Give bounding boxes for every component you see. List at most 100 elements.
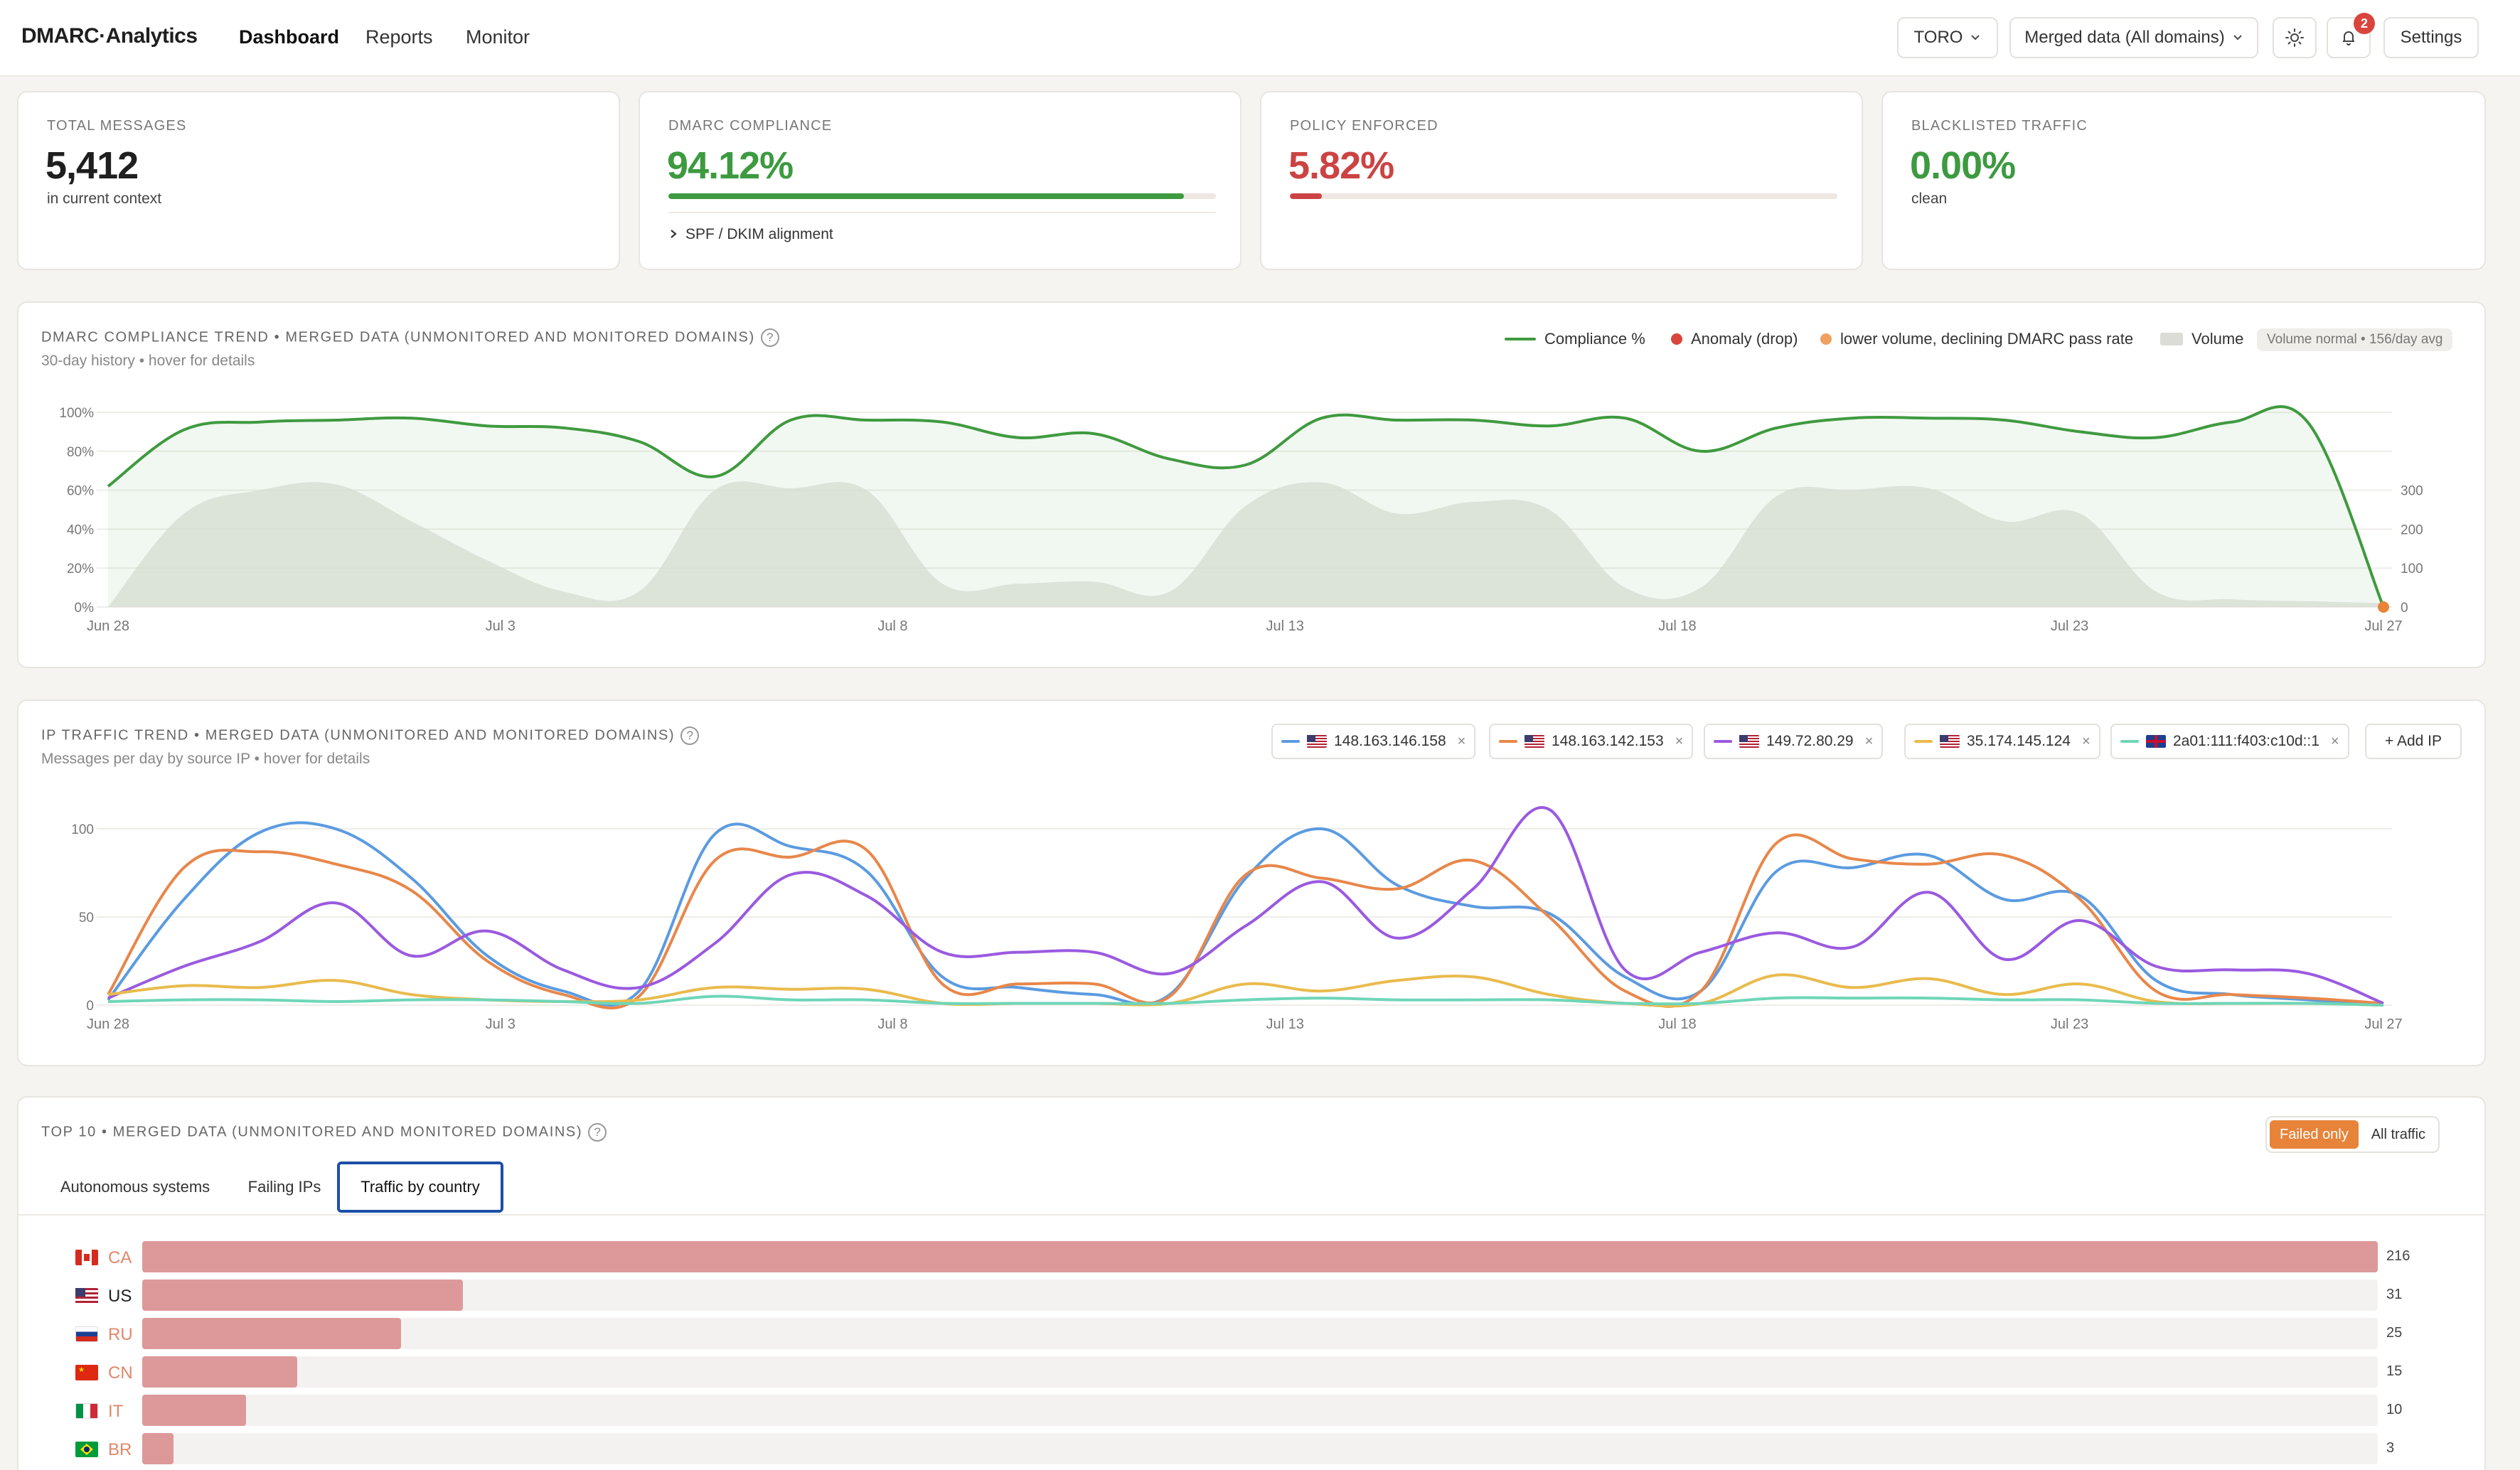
- country-bar-track: [142, 1241, 2378, 1272]
- country-count: 3: [2386, 1440, 2395, 1456]
- legend-item-anomaly: Anomaly (drop): [1671, 330, 1798, 348]
- ip-chip[interactable]: 2a01:111:f403:c10d::1 ×: [2110, 724, 2349, 759]
- ip-chip[interactable]: 148.163.142.153 ×: [1489, 724, 1694, 759]
- country-code: CN: [108, 1363, 133, 1383]
- remove-ip-icon[interactable]: ×: [2330, 733, 2339, 749]
- x-tick-label: Jul 27: [2364, 1016, 2402, 1032]
- series-color-swatch: [2120, 740, 2139, 743]
- x-tick-label: Jul 18: [1658, 1016, 1696, 1032]
- country-row[interactable]: ★ CN 15: [68, 1356, 2415, 1388]
- tab-traffic-by-country[interactable]: Traffic by country: [337, 1161, 503, 1213]
- x-tick-label: Jul 13: [1266, 618, 1303, 634]
- nav-monitor[interactable]: Monitor: [466, 26, 530, 48]
- domain-select-value: Merged data (All domains): [2024, 28, 2225, 47]
- help-icon[interactable]: ?: [760, 328, 779, 347]
- country-code: CA: [108, 1248, 132, 1267]
- country-code: IT: [108, 1402, 124, 1421]
- kpi-card-dmarc-compliance: DMARC COMPLIANCE 94.12% SPF / DKIM align…: [639, 91, 1242, 270]
- y-tick-label: 50: [79, 911, 94, 926]
- nav-reports[interactable]: Reports: [365, 26, 433, 48]
- help-icon[interactable]: ?: [588, 1123, 607, 1142]
- flag-us-icon: [1307, 735, 1327, 748]
- ip-address: 2a01:111:f403:c10d::1: [2173, 733, 2319, 749]
- flag-us-icon: [75, 1288, 98, 1304]
- kpi-sub: clean: [1911, 191, 1948, 207]
- flag-ru-icon: [75, 1326, 98, 1342]
- remove-ip-icon[interactable]: ×: [1457, 733, 1466, 749]
- kpi-value: 0.00%: [1910, 144, 2016, 187]
- chevron-down-icon: [1971, 35, 1980, 41]
- legend-item-declining: lower volume, declining DMARC pass rate: [1820, 330, 2133, 348]
- y2-tick-label: 200: [2401, 522, 2423, 537]
- series-color-swatch: [1914, 740, 1933, 743]
- spf-dkim-label: SPF / DKIM alignment: [685, 226, 833, 242]
- spf-dkim-expander[interactable]: SPF / DKIM alignment: [668, 226, 833, 243]
- country-row[interactable]: CA 216: [68, 1241, 2415, 1272]
- ip-series-line: [107, 806, 2384, 1005]
- tab-autonomous-systems[interactable]: Autonomous systems: [60, 1178, 210, 1196]
- kpi-value: 94.12%: [667, 144, 794, 187]
- tab-failing-ips[interactable]: Failing IPs: [247, 1178, 321, 1196]
- settings-button[interactable]: Settings: [2383, 17, 2479, 58]
- x-tick-label: Jul 3: [486, 618, 516, 634]
- ip-traffic-trend-card: IP TRAFFIC TREND • MERGED DATA (UNMONITO…: [17, 699, 2486, 1066]
- y2-tick-label: 0: [2401, 601, 2408, 616]
- legend-line-icon: [1505, 338, 1536, 340]
- chevron-right-icon: [671, 230, 677, 238]
- flag-gb-icon: [2146, 735, 2166, 748]
- kpi-sub: in current context: [47, 191, 162, 207]
- kpi-value: 5.82%: [1288, 144, 1394, 187]
- ip-chip[interactable]: 149.72.80.29 ×: [1704, 724, 1884, 759]
- country-row[interactable]: US 31: [68, 1279, 2415, 1311]
- x-tick-label: Jul 3: [486, 1016, 516, 1032]
- country-code: US: [108, 1287, 132, 1306]
- divider: [668, 212, 1216, 213]
- remove-ip-icon[interactable]: ×: [1864, 733, 1874, 749]
- country-bar: [142, 1279, 464, 1311]
- flag-us-icon: [1525, 735, 1544, 748]
- bell-icon: [2343, 31, 2354, 45]
- domain-select[interactable]: Merged data (All domains): [2009, 17, 2258, 58]
- country-row[interactable]: IT 10: [68, 1395, 2415, 1426]
- legend-dot-icon: [1671, 333, 1682, 345]
- x-tick-label: Jul 8: [877, 618, 907, 634]
- failed-only-option[interactable]: Failed only: [2270, 1120, 2359, 1149]
- anomaly-marker: [2378, 601, 2389, 613]
- compliance-trend-card: DMARC COMPLIANCE TREND • MERGED DATA (UN…: [17, 301, 2486, 668]
- org-select[interactable]: TORO: [1897, 17, 1998, 58]
- help-icon[interactable]: ?: [680, 726, 700, 745]
- country-count: 25: [2386, 1325, 2403, 1341]
- country-bar-track: [142, 1433, 2378, 1464]
- app-logo[interactable]: DMARC·Analytics: [21, 24, 198, 48]
- top-nav-bar: DMARC·Analytics Dashboard Reports Monito…: [0, 0, 2520, 77]
- ip-chip[interactable]: 148.163.146.158 ×: [1271, 724, 1476, 759]
- country-row[interactable]: BR 3: [68, 1433, 2415, 1464]
- remove-ip-icon[interactable]: ×: [1675, 733, 1684, 749]
- x-tick-label: Jul 23: [2051, 618, 2088, 634]
- x-tick-label: Jul 18: [1658, 618, 1696, 634]
- flag-br-icon: [75, 1442, 98, 1457]
- nav-dashboard[interactable]: Dashboard: [239, 26, 340, 48]
- x-tick-label: Jun 28: [87, 618, 129, 634]
- kpi-label: TOTAL MESSAGES: [47, 118, 187, 134]
- volume-status-pill: Volume normal • 156/day avg: [2257, 328, 2453, 351]
- add-ip-button[interactable]: + Add IP: [2365, 724, 2462, 759]
- org-select-value: TORO: [1913, 28, 1963, 47]
- remove-ip-icon[interactable]: ×: [2081, 733, 2091, 749]
- all-traffic-option[interactable]: All traffic: [2371, 1126, 2426, 1142]
- tabs-divider: [18, 1214, 2487, 1216]
- country-row[interactable]: RU 25: [68, 1318, 2415, 1349]
- notifications-button[interactable]: 2: [2327, 13, 2375, 58]
- legend-swatch-icon: [2160, 333, 2183, 345]
- compliance-trend-chart[interactable]: 0% 20% 40% 60% 80% 100% 0 100 200 300 Jun 28 Jul 3 J…: [18, 303, 2487, 670]
- ip-address: 148.163.146.158: [1334, 733, 1446, 749]
- flag-us-icon: [1739, 735, 1759, 748]
- country-bar-track: [142, 1318, 2378, 1349]
- country-bar: [142, 1318, 401, 1349]
- y-tick-label: 60%: [67, 484, 94, 499]
- ip-traffic-chart[interactable]: 0 50 100 Jun 28 Jul 3 Jul 8 Jul 13 Jul 18 Jul 23…: [18, 701, 2487, 1068]
- ip-chip[interactable]: 35.174.145.124 ×: [1904, 724, 2100, 759]
- theme-toggle-button[interactable]: [2273, 17, 2317, 58]
- country-bar: [142, 1356, 298, 1388]
- chevron-down-icon: [2233, 35, 2242, 41]
